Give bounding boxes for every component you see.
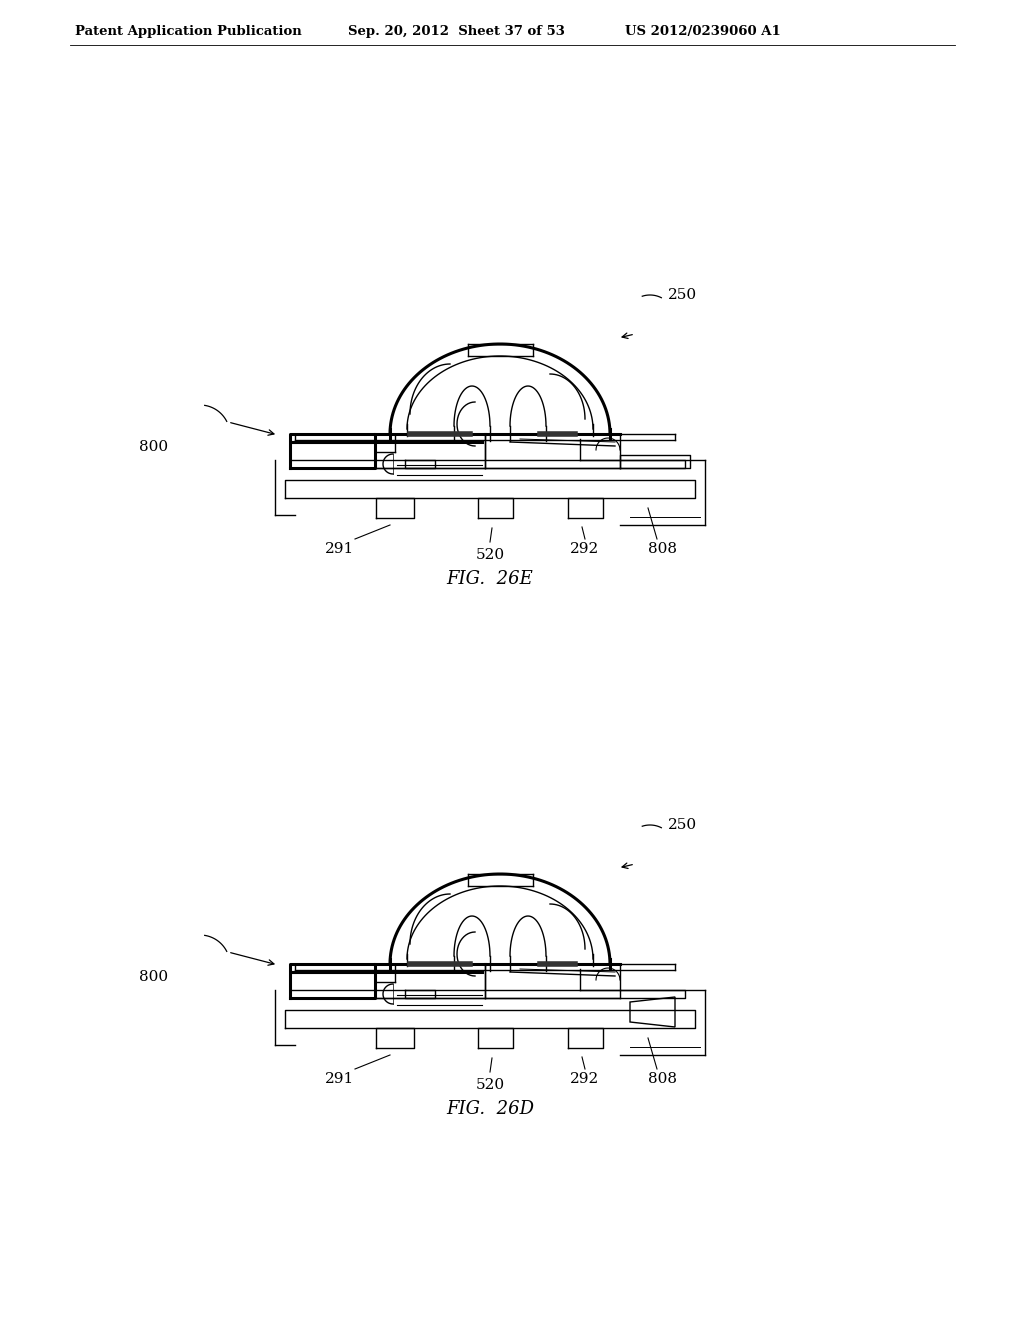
Text: 291: 291 [326,1072,354,1086]
Text: 808: 808 [648,1072,677,1086]
Text: Patent Application Publication: Patent Application Publication [75,25,302,38]
Text: 292: 292 [570,543,600,556]
Text: 520: 520 [475,1078,505,1092]
Text: 250: 250 [668,288,697,302]
Text: 808: 808 [648,543,677,556]
Text: FIG.  26E: FIG. 26E [446,570,534,587]
Text: 292: 292 [570,1072,600,1086]
Text: 291: 291 [326,543,354,556]
Text: 800: 800 [139,970,168,983]
Text: Sep. 20, 2012  Sheet 37 of 53: Sep. 20, 2012 Sheet 37 of 53 [348,25,565,38]
Text: US 2012/0239060 A1: US 2012/0239060 A1 [625,25,780,38]
Text: 520: 520 [475,548,505,562]
Text: 800: 800 [139,440,168,454]
Text: 250: 250 [668,818,697,832]
Text: FIG.  26D: FIG. 26D [446,1100,534,1118]
